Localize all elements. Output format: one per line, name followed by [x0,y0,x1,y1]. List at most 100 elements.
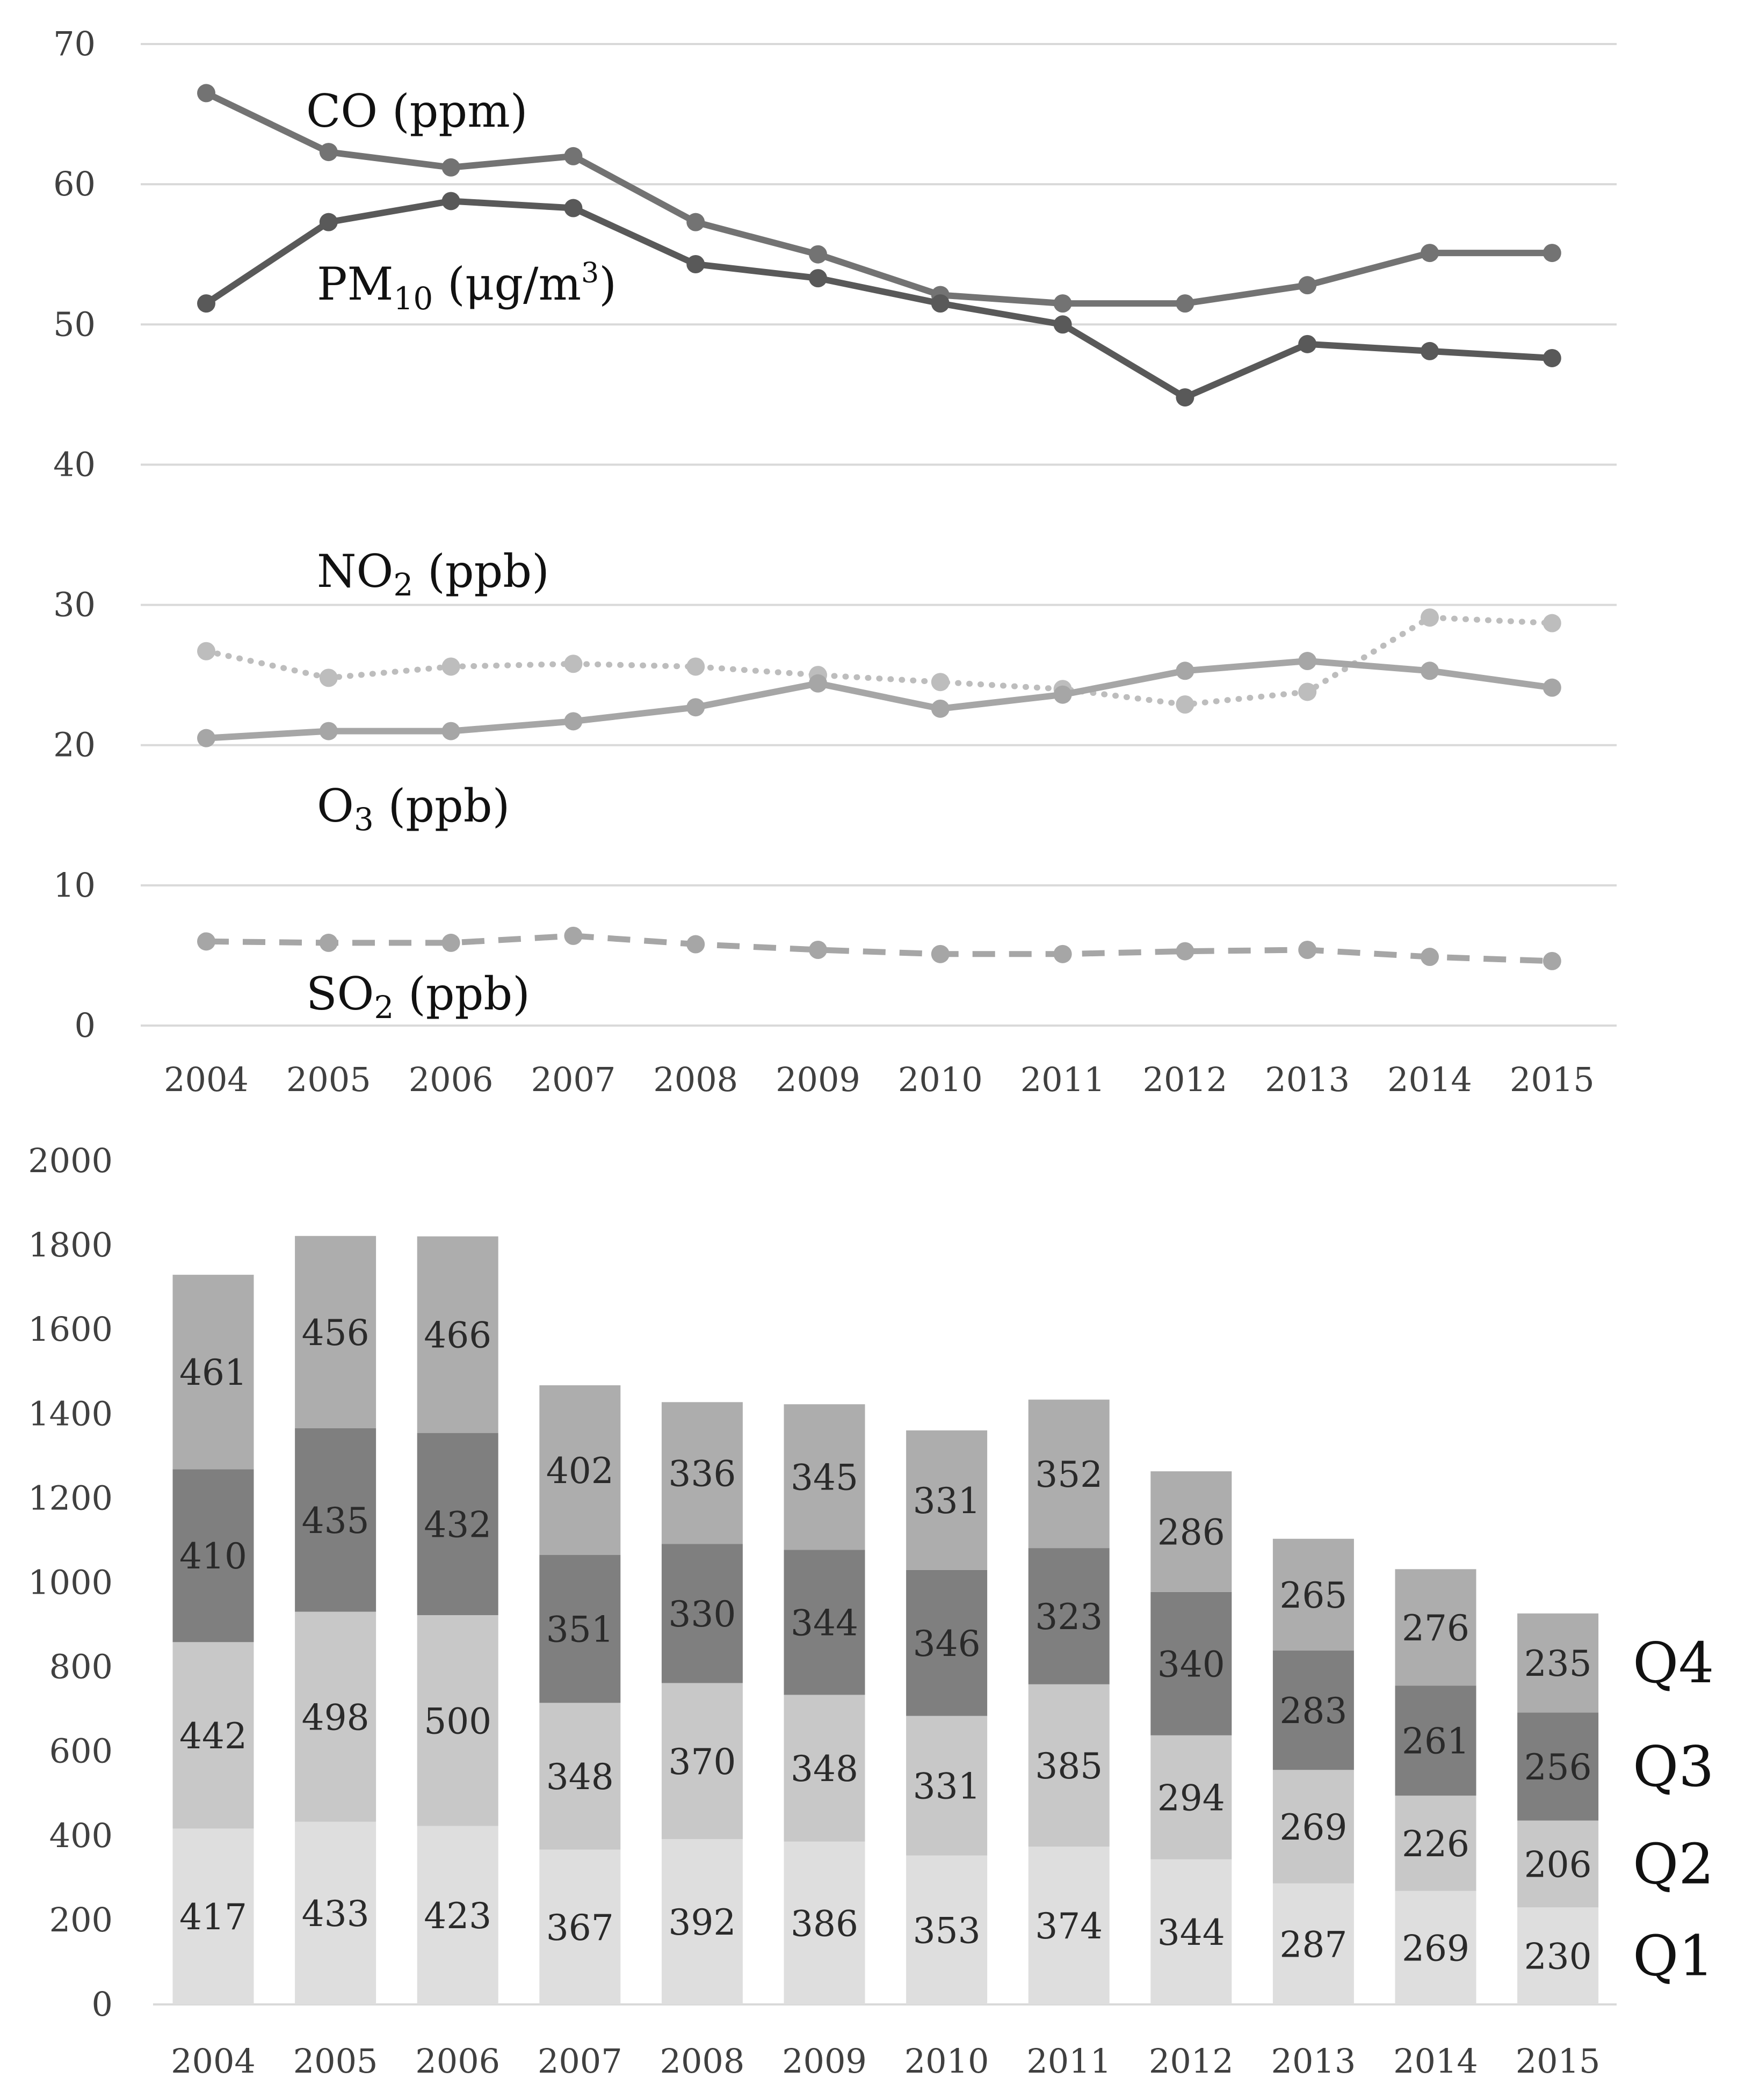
y-tick-label: 40 [53,445,96,484]
series-pm10 [197,192,1561,407]
bar-segment-q3 [539,1554,621,1703]
quarter-label-q3: Q3 [1633,1734,1714,1799]
bar-value-label: 346 [913,1623,981,1665]
data-point-co [1176,294,1194,313]
bar-segment-q2 [1150,1735,1232,1859]
data-point-co [686,213,705,231]
data-point-no2 [319,668,338,687]
y-tick-label: 400 [49,1816,113,1855]
bar-segment-q2 [784,1695,865,1842]
data-point-o3 [1298,652,1317,671]
bar-value-label: 265 [1279,1575,1347,1616]
data-point-o3 [197,729,215,747]
data-point-o3 [1053,685,1072,704]
data-point-no2 [564,655,583,673]
data-point-o3 [1421,662,1439,680]
bar-chart: 0 200 400 600 800 1000 1200 1400 1600 1800 2000 20… [28,1141,1714,2081]
pm10-label-close: ) [599,258,617,310]
bar-value-label: 276 [1402,1608,1469,1649]
bar-value-label: 330 [668,1594,736,1635]
bar-segment-q1 [906,1855,988,2004]
data-point-so2 [809,940,827,959]
data-point-pm10 [197,294,215,313]
x-tick-label: 2004 [171,2041,256,2081]
line-chart-series [197,84,1561,970]
bar-value-label: 294 [1157,1777,1225,1819]
data-point-so2 [564,926,583,945]
o3-label-main: O [317,780,354,832]
bar-segment-q4 [661,1402,743,1544]
so2-label-main: SO [306,968,374,1020]
x-tick-label: 2006 [415,2041,500,2081]
o3-label-subscript: 3 [354,801,374,838]
x-tick-label: 2013 [1265,1060,1350,1099]
bar-segment-q1 [1395,1891,1476,2004]
series-line-no2 [203,614,1555,708]
bar-segment-q4 [784,1404,865,1550]
pm10-label-subscript: 10 [394,280,433,317]
data-point-co [319,143,338,162]
bar-segment-q1 [784,1841,865,2004]
bar-segment-q2 [1028,1684,1110,1847]
data-point-pm10 [1053,315,1072,334]
data-point-o3 [809,674,827,693]
x-tick-label: 2012 [1149,2041,1234,2081]
bar-value-label: 226 [1402,1823,1469,1865]
series-o3 [197,652,1561,747]
x-tick-label: 2013 [1271,2041,1356,2081]
data-point-pm10 [809,269,827,288]
y-tick-label: 1400 [28,1394,113,1433]
y-tick-label: 50 [53,304,96,344]
bar-value-label: 269 [1402,1928,1469,1969]
bar-value-label: 367 [546,1907,614,1949]
no2-label-subscript: 2 [393,566,413,603]
bar-value-label: 256 [1524,1747,1592,1788]
bar-segment-q4 [1395,1569,1476,1686]
bar-value-label: 269 [1279,1807,1347,1848]
line-chart: 0 10 20 30 40 50 60 70 2004 2005 2006 2007 2008 2009… [53,24,1617,1099]
bar-value-label: 500 [424,1701,491,1742]
data-point-no2 [1298,682,1317,701]
data-point-pm10 [1543,348,1561,367]
data-point-o3 [319,722,338,740]
y-tick-label: 0 [92,1985,113,2024]
y-tick-label: 70 [53,24,96,63]
y-tick-label: 2000 [28,1141,113,1180]
bar-value-label: 348 [791,1748,858,1790]
y-tick-label: 1200 [28,1478,113,1517]
bar-value-label: 386 [791,1903,858,1944]
data-point-no2 [1543,614,1561,633]
data-point-co [809,245,827,264]
bar-segment-q2 [417,1615,498,1826]
data-point-pm10 [564,199,583,217]
y-tick-label: 1600 [28,1310,113,1349]
bar-value-label: 331 [913,1480,981,1522]
bar-value-label: 323 [1035,1596,1103,1638]
data-point-o3 [686,698,705,717]
bar-segment-q3 [417,1433,498,1615]
x-tick-label: 2011 [1020,1060,1105,1099]
bar-segment-q2 [172,1642,254,1829]
x-tick-label: 2007 [531,1060,616,1099]
bar-value-label: 352 [1035,1454,1103,1495]
bar-value-label: 410 [179,1536,247,1577]
bar-segment-q3 [906,1569,988,1716]
bar-segment-q4 [172,1275,254,1470]
x-tick-label: 2011 [1026,2041,1111,2081]
bar-segment-q4 [295,1236,376,1429]
data-point-co [564,147,583,165]
bar-value-label: 331 [913,1766,981,1807]
data-point-co [197,84,215,103]
bar-segment-q4 [906,1430,988,1570]
bar-value-label: 353 [913,1910,981,1951]
bar-value-label: 340 [1157,1644,1225,1685]
bar-segment-q3 [1272,1650,1354,1770]
y-tick-label: 200 [49,1900,113,1939]
bar-segment-q1 [295,1821,376,2004]
bar-segment-q3 [172,1469,254,1643]
y-tick-label: 60 [53,164,96,204]
data-point-co [1421,244,1439,263]
bar-segment-q4 [1517,1613,1599,1713]
bar-segment-q3 [661,1544,743,1683]
bar-value-label: 442 [179,1716,247,1757]
